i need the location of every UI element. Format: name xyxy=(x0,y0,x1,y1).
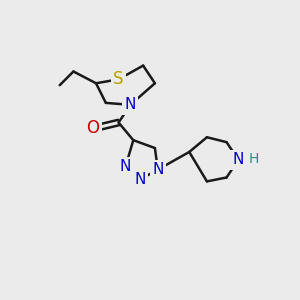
Text: N: N xyxy=(232,152,244,167)
Text: S: S xyxy=(113,70,124,88)
Text: N: N xyxy=(134,172,146,187)
Text: N: N xyxy=(120,159,131,174)
Text: N: N xyxy=(125,98,136,112)
Text: H: H xyxy=(248,152,259,166)
Text: O: O xyxy=(87,119,100,137)
Text: N: N xyxy=(152,162,164,177)
